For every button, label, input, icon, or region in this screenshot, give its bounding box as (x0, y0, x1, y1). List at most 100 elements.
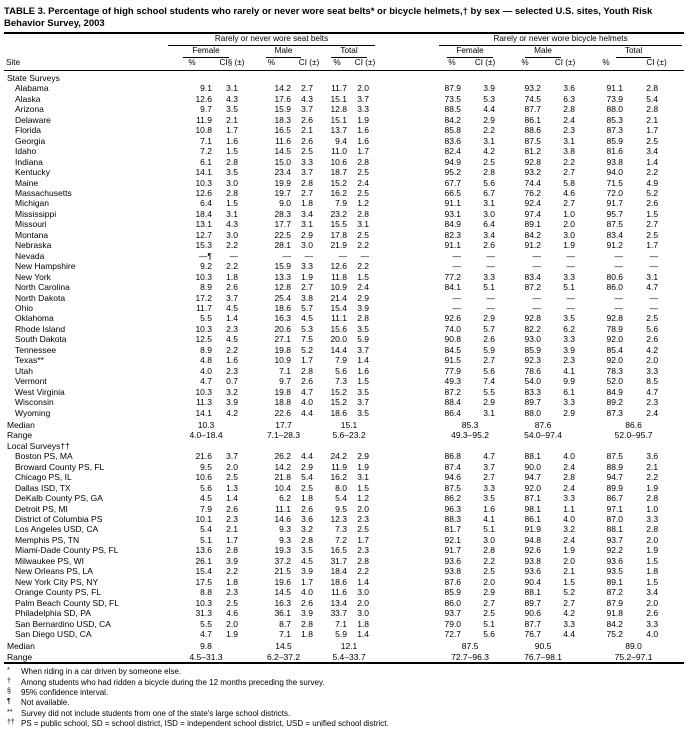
ci-cell: 2.8 (301, 534, 313, 545)
percent-cell: 87.9 (444, 83, 462, 94)
percent-cell: 13.6 (195, 545, 212, 556)
subgroup-header-row: Female Male Total Female Male Total (4, 46, 684, 58)
percent-cell: 97.1 (606, 503, 624, 514)
group-gap (377, 451, 437, 461)
ci-cell: 2.6 (483, 240, 496, 251)
ci-cell: — (649, 250, 659, 261)
percent-cell: 93.0 (524, 334, 542, 345)
percent-cell: 76.7 (524, 629, 542, 640)
ci-cell: 3.1 (357, 219, 370, 230)
range-value: 72.7–96.3 (451, 651, 489, 662)
percent-cell: 14.5 (274, 146, 291, 157)
ci-cell: 2.6 (646, 198, 659, 209)
ci-cell: 1.9 (646, 545, 659, 556)
site-cell: Kentucky (15, 167, 50, 178)
percent-column-header: % (166, 58, 218, 71)
ci-cell: 2.7 (483, 597, 496, 608)
ci-cell: 2.2 (357, 566, 370, 577)
percent-cell: 77.9 (444, 365, 462, 376)
ci-cell: 3.5 (357, 407, 370, 418)
site-cell: Idaho (15, 146, 37, 157)
percent-cell: 12.7 (195, 229, 212, 240)
table-row: Dallas ISD, TX 5.6 1.3 10.4 2.5 8.0 1.5 87.5 3.3… (4, 483, 684, 493)
percent-cell: 93.8 (524, 555, 542, 566)
percent-cell: 12.6 (195, 187, 212, 198)
percent-cell: 9.7 (200, 104, 212, 115)
table-row: Orange County PS, FL 8.8 2.3 14.5 4.0 11.6 3.0… (4, 587, 684, 597)
ci-cell: 2.3 (226, 323, 238, 334)
section-header-row: State Surveys (4, 71, 684, 84)
ci-cell: 2.0 (563, 555, 576, 566)
range-value: 4.0–18.4 (189, 430, 223, 441)
ci-cell: 2.2 (226, 240, 238, 251)
percent-cell: 86.8 (444, 451, 462, 462)
ci-cell: 1.5 (646, 576, 659, 587)
percent-cell: 92.8 (524, 313, 542, 324)
median-row: Median 10.3 17.7 15.1 85.3 87.6 86.6 (4, 418, 684, 430)
ci-cell: 3.3 (301, 261, 313, 272)
site-cell: North Carolina (15, 282, 70, 293)
table-row: North Dakota 17.2 3.7 25.4 3.8 21.4 2.9 — — — — — — (4, 293, 684, 303)
ci-cell: 3.6 (301, 514, 313, 525)
range-row: Range 4.5–31.3 6.2–37.2 5.4–33.7 72.7–96.3 76… (4, 652, 684, 663)
ci-cell: 3.1 (357, 472, 370, 483)
ci-cell: 2.5 (226, 597, 238, 608)
ci-cell: 2.3 (563, 355, 576, 366)
ci-cell: 5.2 (563, 587, 576, 598)
ci-cell: 3.1 (226, 208, 238, 219)
footnote-text: 95% confidence interval. (21, 687, 109, 697)
percent-cell: 10.3 (195, 323, 212, 334)
table-row: Texas** 4.8 1.6 10.9 1.7 7.9 1.4 91.5 2.7 92.3 2.3… (4, 355, 684, 365)
ci-cell: 2.4 (646, 407, 659, 418)
ci-cell: 4.2 (226, 407, 238, 418)
site-cell: Boston PS, MA (15, 451, 73, 462)
median-value: 12.1 (340, 641, 358, 652)
ci-cell: 3.7 (226, 451, 238, 462)
ci-cell: 2.1 (646, 461, 659, 472)
footnotes: * When riding in a car driven by someone … (4, 667, 684, 729)
ci-cell: 5.9 (357, 334, 370, 345)
helmet-total-header: Total (583, 46, 684, 58)
group-gap (377, 219, 437, 229)
ci-cell: 3.3 (301, 156, 313, 167)
percent-cell: 93.1 (444, 208, 462, 219)
percent-cell: 89.7 (524, 397, 542, 408)
group-gap (377, 639, 437, 651)
percent-cell: 19.7 (274, 187, 291, 198)
footnote-text: Not available. (21, 698, 70, 708)
percent-cell: 87.1 (524, 493, 542, 504)
percent-cell: 19.9 (274, 177, 291, 188)
ci-cell: 4.7 (646, 282, 659, 293)
ci-cell: 1.5 (226, 198, 238, 209)
ci-cell: 2.8 (301, 365, 313, 376)
site-cell: Florida (15, 125, 41, 136)
group-gap (377, 504, 437, 514)
ci-cell: 3.3 (563, 618, 576, 629)
percent-cell: 86.7 (606, 493, 624, 504)
site-col-blank (4, 34, 166, 46)
percent-cell: 33.7 (330, 608, 347, 619)
percent-cell: 73.5 (444, 93, 462, 104)
ci-cell: 5.1 (483, 282, 496, 293)
site-cell: Miami-Dade County PS, FL (15, 545, 119, 556)
ci-cell: 3.3 (563, 334, 576, 345)
ci-cell: 3.1 (226, 83, 238, 94)
percent-cell: 92.6 (444, 313, 462, 324)
percent-cell: 10.9 (330, 282, 347, 293)
percent-cell: 84.5 (444, 344, 462, 355)
ci-cell: 2.0 (483, 576, 496, 587)
ci-cell: 2.6 (483, 334, 496, 345)
ci-cell: 1.5 (563, 576, 576, 587)
ci-cell: 2.5 (301, 146, 313, 157)
ci-cell: 1.4 (646, 156, 659, 167)
percent-cell: 72.0 (606, 187, 624, 198)
percent-cell: 18.4 (195, 208, 212, 219)
site-cell: Dallas ISD, TX (15, 482, 71, 493)
ci-cell: 1.9 (357, 461, 370, 472)
percent-cell: 86.0 (444, 597, 462, 608)
ci-cell: 1.7 (646, 125, 659, 136)
group-gap (377, 652, 437, 663)
site-cell: DeKalb County PS, GA (15, 493, 103, 504)
percent-cell: 7.2 (200, 146, 212, 157)
percent-cell: 18.3 (274, 114, 291, 125)
